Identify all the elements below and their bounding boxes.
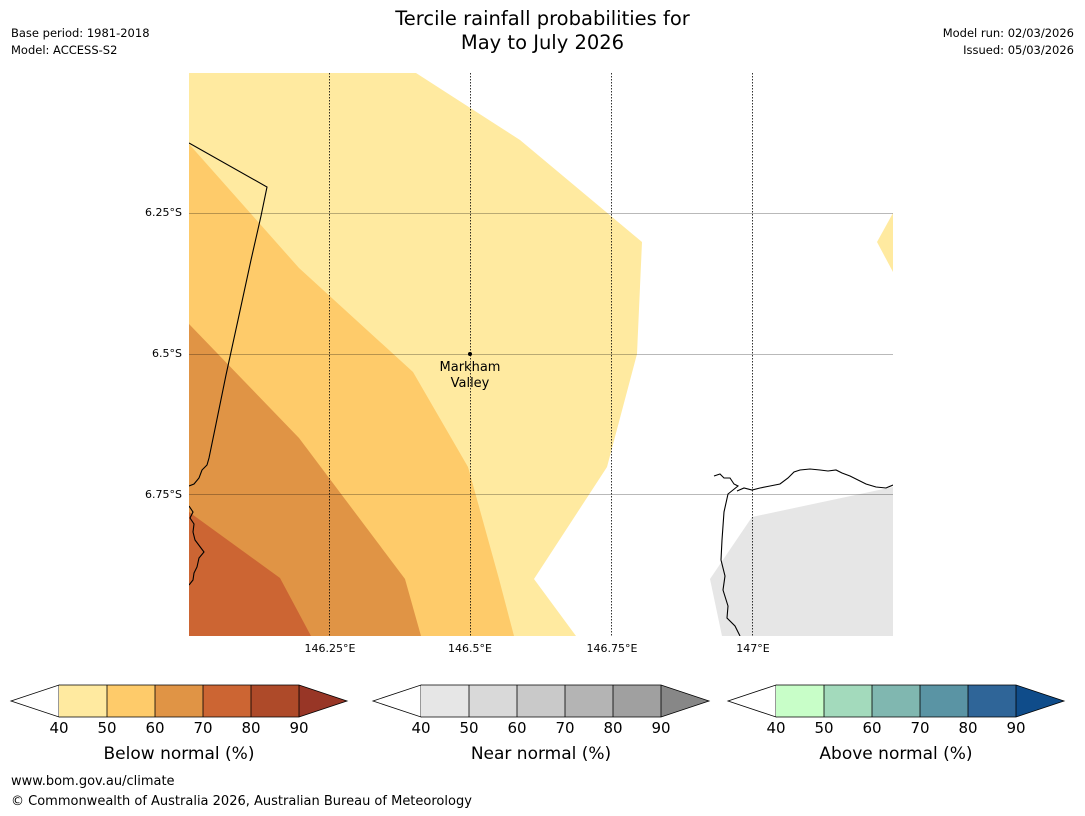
colorbar-below-box-1 <box>59 685 107 717</box>
colorbar-below-box-2 <box>107 685 155 717</box>
coastline-east <box>713 468 893 636</box>
region-below-70 <box>189 512 311 636</box>
meta-left: Base period: 1981-2018 Model: ACCESS-S2 <box>11 25 150 59</box>
lon-label-146-75: 146.75°E <box>586 642 638 655</box>
colorbar-below-title: Below normal (%) <box>103 744 255 764</box>
tick: 60 <box>862 719 882 737</box>
base-period: Base period: 1981-2018 <box>11 26 150 40</box>
tick: 90 <box>1006 719 1026 737</box>
tick: 70 <box>555 719 575 737</box>
lon-label-146-25: 146.25°E <box>304 642 356 655</box>
region-near-40 <box>710 487 893 636</box>
place-label-line-1: Markham <box>439 360 501 375</box>
colorbar-near-title: Near normal (%) <box>470 744 612 764</box>
colorbar-near-box-2 <box>469 685 517 717</box>
meta-right: Model run: 02/03/2026 Issued: 05/03/2026 <box>943 25 1074 59</box>
lat-label-6-25: 6.25°S <box>145 206 182 219</box>
colorbar-near-box-3 <box>517 685 565 717</box>
colorbar-above <box>726 684 1066 718</box>
coastline-west <box>189 505 205 586</box>
map-area <box>189 73 893 636</box>
tick: 50 <box>459 719 479 737</box>
colorbar-above-box-5 <box>968 685 1016 717</box>
place-label-line-2: Valley <box>450 376 490 391</box>
colorbar-below-box-3 <box>155 685 203 717</box>
title-line-2: May to July 2026 <box>460 31 625 54</box>
tick: 80 <box>958 719 978 737</box>
colorbar-below-extend-high <box>299 685 347 717</box>
model-run: Model run: 02/03/2026 <box>942 26 1074 40</box>
colorbar-below-box-4 <box>203 685 251 717</box>
tick: 80 <box>603 719 623 737</box>
colorbar-below-extend-low <box>9 684 60 718</box>
tick: 40 <box>766 719 786 737</box>
lat-label-6-5: 6.5°S <box>152 347 182 360</box>
tick: 90 <box>289 719 309 737</box>
tick: 70 <box>193 719 213 737</box>
tick: 60 <box>145 719 165 737</box>
tick: 90 <box>651 719 671 737</box>
tick: 50 <box>97 719 117 737</box>
colorbar-above-extend-high <box>1016 685 1064 717</box>
colorbar-below <box>9 684 349 718</box>
issued-date: Issued: 05/03/2026 <box>963 43 1074 57</box>
tick: 80 <box>241 719 261 737</box>
tick: 60 <box>507 719 527 737</box>
border-line <box>189 142 268 487</box>
colorbar-above-box-3 <box>872 685 920 717</box>
footer-copyright: © Commonwealth of Australia 2026, Austra… <box>11 794 472 809</box>
colorbar-above-box-4 <box>920 685 968 717</box>
place-marker <box>468 352 472 356</box>
colorbar-near <box>371 684 711 718</box>
colorbar-above-title: Above normal (%) <box>819 744 973 764</box>
chart-title: Tercile rainfall probabilities for May t… <box>0 7 1085 55</box>
colorbar-near-box-4 <box>565 685 613 717</box>
tick: 40 <box>411 719 431 737</box>
title-line-1: Tercile rainfall probabilities for <box>395 7 690 30</box>
lat-label-6-75: 6.75°S <box>145 488 182 501</box>
colorbar-near-extend-high <box>661 685 709 717</box>
model-name: Model: ACCESS-S2 <box>11 43 118 57</box>
colorbar-below-box-5 <box>251 685 299 717</box>
tick: 50 <box>814 719 834 737</box>
lon-label-147: 147°E <box>736 642 770 655</box>
colorbar-above-extend-low <box>726 684 777 718</box>
colorbar-above-box-1 <box>776 685 824 717</box>
colorbar-near-extend-low <box>371 684 422 718</box>
colorbar-near-box-5 <box>613 685 661 717</box>
gridlines <box>189 73 893 636</box>
colorbar-near-box-1 <box>421 685 469 717</box>
place-label: Markham Valley <box>410 360 530 392</box>
region-below-40-east <box>877 213 893 272</box>
lon-label-146-5: 146.5°E <box>448 642 492 655</box>
tick: 40 <box>49 719 69 737</box>
footer-url: www.bom.gov.au/climate <box>11 774 175 789</box>
colorbar-above-box-2 <box>824 685 872 717</box>
tick: 70 <box>910 719 930 737</box>
